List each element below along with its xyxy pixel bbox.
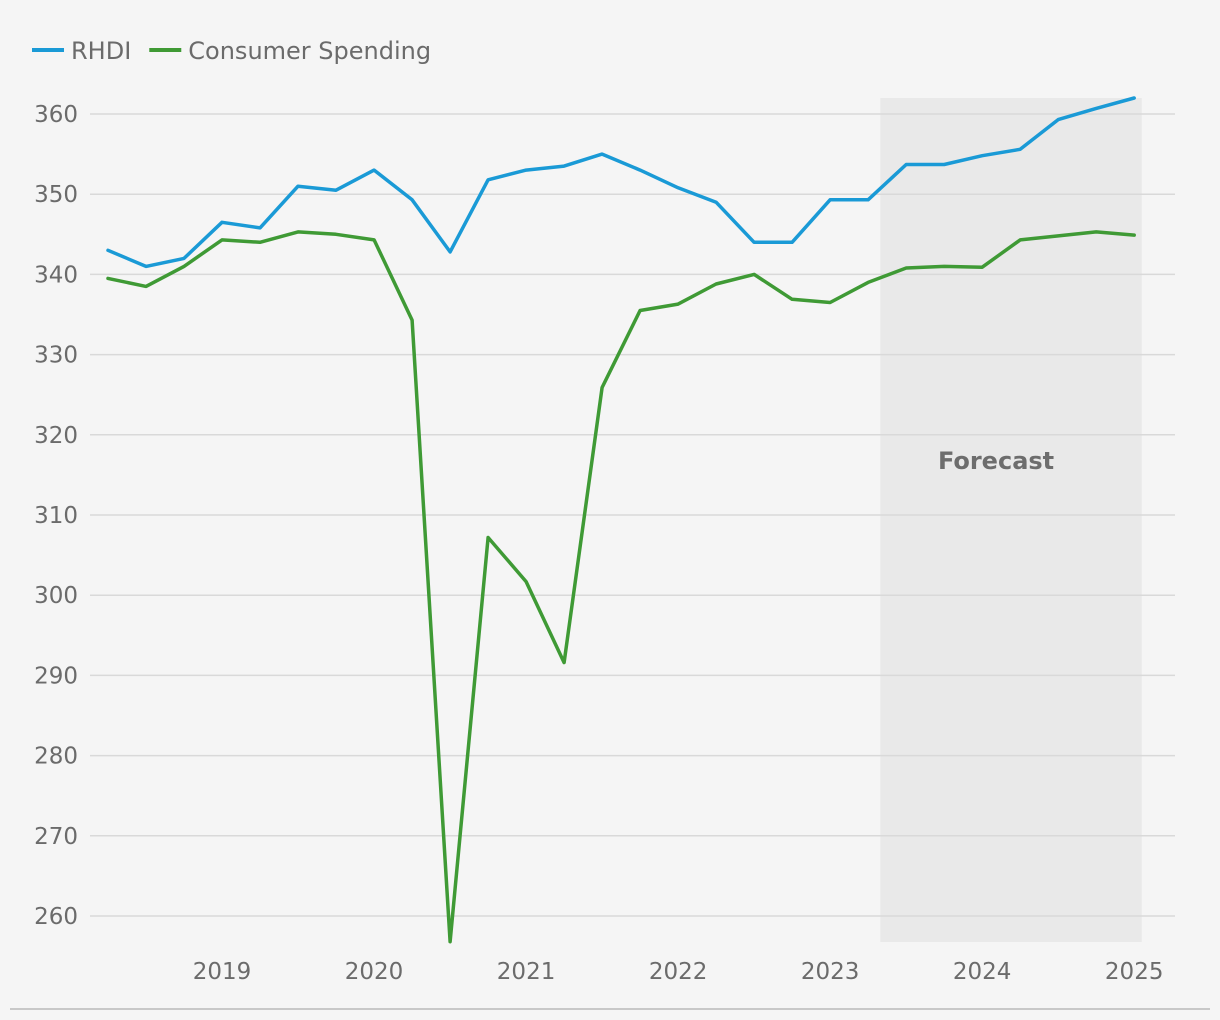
x-tick-label-2019: 2019 — [193, 959, 252, 985]
series-line-consumer-spending — [106, 230, 1136, 944]
series-line-rhdi — [106, 96, 1136, 269]
x-tick-label-2020: 2020 — [345, 959, 404, 985]
y-tick-label-290: 290 — [34, 663, 78, 689]
y-tick-label-360: 360 — [34, 102, 78, 128]
x-tick-label-2025: 2025 — [1105, 959, 1164, 985]
x-tick-label-2023: 2023 — [801, 959, 860, 985]
legend-label-consumer-spending: Consumer Spending — [188, 37, 431, 65]
y-tick-label-260: 260 — [34, 904, 78, 930]
y-tick-label-320: 320 — [34, 423, 78, 449]
y-tick-label-300: 300 — [34, 583, 78, 609]
y-tick-label-310: 310 — [34, 503, 78, 529]
forecast-region — [880, 98, 1142, 942]
y-tick-label-340: 340 — [34, 262, 78, 288]
y-tick-label-350: 350 — [34, 182, 78, 208]
y-tick-label-270: 270 — [34, 824, 78, 850]
x-tick-label-2021: 2021 — [497, 959, 556, 985]
y-tick-label-330: 330 — [34, 343, 78, 369]
legend-label-rhdi: RHDI — [71, 37, 131, 65]
forecast-label: Forecast — [938, 447, 1054, 475]
y-tick-label-280: 280 — [34, 744, 78, 770]
x-tick-label-2022: 2022 — [649, 959, 708, 985]
x-tick-label-2024: 2024 — [953, 959, 1012, 985]
